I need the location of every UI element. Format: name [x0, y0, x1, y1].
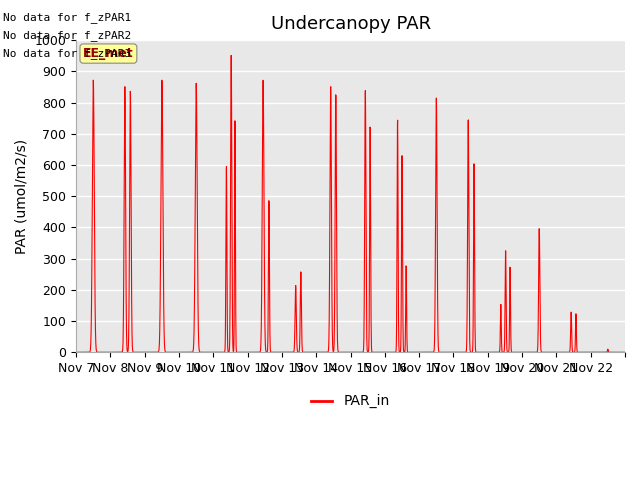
Title: Undercanopy PAR: Undercanopy PAR	[271, 15, 431, 33]
Text: No data for f_zPAR1: No data for f_zPAR1	[3, 12, 131, 23]
Text: EE_met: EE_met	[83, 47, 134, 60]
Text: No data for f_zPAR3: No data for f_zPAR3	[3, 48, 131, 60]
Text: No data for f_zPAR2: No data for f_zPAR2	[3, 30, 131, 41]
Legend: PAR_in: PAR_in	[306, 389, 396, 414]
Y-axis label: PAR (umol/m2/s): PAR (umol/m2/s)	[15, 139, 29, 254]
